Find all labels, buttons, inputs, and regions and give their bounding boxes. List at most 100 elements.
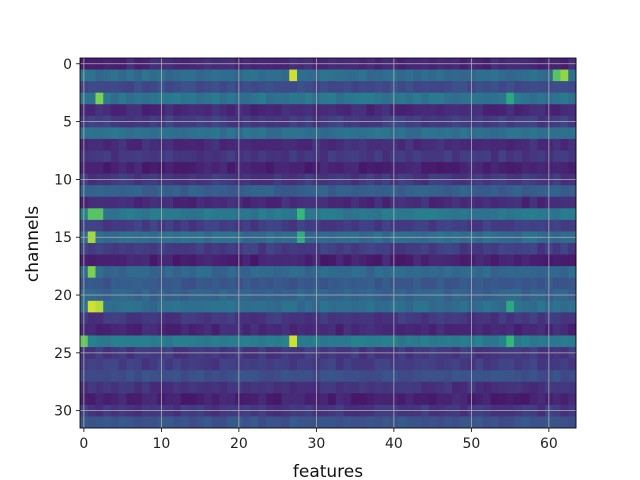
heatmap-cell bbox=[204, 92, 213, 105]
heatmap-cell bbox=[149, 370, 158, 383]
heatmap-cell bbox=[242, 127, 251, 140]
y-tick-label: 5 bbox=[63, 115, 72, 131]
heatmap-cell bbox=[250, 277, 259, 290]
heatmap-cell bbox=[444, 185, 453, 198]
heatmap-cell bbox=[421, 335, 430, 348]
heatmap-cell bbox=[521, 208, 530, 221]
heatmap-cell bbox=[242, 381, 251, 394]
heatmap-cell bbox=[537, 243, 546, 255]
heatmap-cell bbox=[521, 127, 530, 140]
heatmap-cell bbox=[281, 312, 290, 325]
heatmap-cell bbox=[258, 185, 267, 198]
heatmap-cell bbox=[444, 138, 453, 151]
y-tick-label: 30 bbox=[54, 404, 72, 420]
heatmap-cell bbox=[351, 150, 360, 163]
heatmap-cell bbox=[188, 92, 197, 105]
heatmap-cell bbox=[444, 358, 453, 371]
heatmap-cell bbox=[118, 243, 127, 255]
heatmap-cell bbox=[444, 219, 453, 232]
heatmap-cell bbox=[281, 243, 290, 255]
heatmap-cell bbox=[568, 81, 577, 94]
heatmap-cell bbox=[118, 150, 127, 163]
heatmap-cell bbox=[289, 300, 298, 313]
heatmap-cell bbox=[335, 219, 344, 232]
x-tick-label: 50 bbox=[462, 436, 480, 452]
heatmap-cell bbox=[514, 104, 523, 117]
heatmap-cell bbox=[366, 185, 375, 198]
heatmap-cell bbox=[180, 92, 189, 105]
heatmap-cell bbox=[289, 196, 298, 209]
heatmap-cell bbox=[428, 254, 437, 267]
heatmap-cell bbox=[289, 358, 298, 371]
heatmap-cell bbox=[180, 312, 189, 325]
heatmap-cell bbox=[196, 150, 205, 163]
heatmap-cell bbox=[304, 104, 313, 117]
heatmap-cell bbox=[118, 381, 127, 394]
x-tick-label: 20 bbox=[230, 436, 248, 452]
heatmap-cell bbox=[188, 335, 197, 348]
heatmap-cell bbox=[514, 416, 523, 429]
heatmap-cell bbox=[297, 92, 306, 105]
heatmap-cell bbox=[297, 370, 306, 383]
heatmap-cell bbox=[552, 185, 561, 198]
heatmap-cell bbox=[219, 150, 228, 163]
heatmap-cell bbox=[173, 127, 182, 140]
heatmap-cell bbox=[87, 162, 96, 175]
heatmap-cell bbox=[126, 393, 135, 406]
heatmap-cell bbox=[320, 393, 329, 406]
heatmap-cell bbox=[149, 335, 158, 348]
heatmap-cell bbox=[529, 104, 538, 117]
heatmap-cell bbox=[165, 127, 174, 140]
heatmap-cell bbox=[560, 219, 569, 232]
heatmap-cell bbox=[297, 254, 306, 267]
heatmap-cell bbox=[483, 300, 492, 313]
heatmap-cell bbox=[173, 81, 182, 94]
heatmap-cell bbox=[366, 92, 375, 105]
heatmap-cell bbox=[266, 243, 275, 255]
heatmap-cell bbox=[459, 277, 468, 290]
heatmap-cell bbox=[537, 185, 546, 198]
heatmap-cell bbox=[134, 300, 143, 313]
heatmap-cell bbox=[103, 335, 112, 348]
heatmap-cell bbox=[366, 335, 375, 348]
heatmap-cell bbox=[413, 69, 422, 82]
heatmap-cell bbox=[180, 196, 189, 209]
heatmap-cell bbox=[382, 416, 391, 429]
heatmap-cell bbox=[560, 312, 569, 325]
heatmap-cell bbox=[266, 81, 275, 94]
heatmap-cell bbox=[180, 335, 189, 348]
heatmap-cell bbox=[219, 312, 228, 325]
heatmap-cell bbox=[320, 208, 329, 221]
heatmap-cell bbox=[521, 393, 530, 406]
heatmap-cell bbox=[103, 138, 112, 151]
heatmap-cell bbox=[103, 127, 112, 140]
heatmap-cell bbox=[382, 243, 391, 255]
heatmap-cell bbox=[173, 185, 182, 198]
heatmap-cell bbox=[211, 266, 220, 279]
heatmap-cell bbox=[537, 300, 546, 313]
heatmap-cell bbox=[142, 81, 151, 94]
heatmap-cell bbox=[498, 381, 507, 394]
heatmap-cell bbox=[95, 196, 104, 209]
heatmap-cell bbox=[343, 370, 352, 383]
heatmap-cell bbox=[498, 300, 507, 313]
heatmap-cell bbox=[227, 104, 236, 117]
heatmap-cell bbox=[281, 150, 290, 163]
heatmap-cell bbox=[242, 185, 251, 198]
heatmap-cell bbox=[374, 81, 383, 94]
heatmap-cell bbox=[366, 138, 375, 151]
heatmap-cell bbox=[297, 208, 306, 221]
heatmap-cell bbox=[95, 416, 104, 429]
heatmap-cell bbox=[428, 185, 437, 198]
heatmap-cell bbox=[219, 416, 228, 429]
heatmap-cell bbox=[126, 196, 135, 209]
heatmap-cell bbox=[266, 300, 275, 313]
heatmap-cell bbox=[428, 92, 437, 105]
heatmap-cell bbox=[250, 104, 259, 117]
heatmap-cell bbox=[366, 81, 375, 94]
heatmap-cell bbox=[529, 323, 538, 336]
heatmap-cell bbox=[459, 208, 468, 221]
heatmap-cell bbox=[405, 208, 414, 221]
heatmap-cell bbox=[196, 266, 205, 279]
heatmap-cell bbox=[436, 323, 445, 336]
